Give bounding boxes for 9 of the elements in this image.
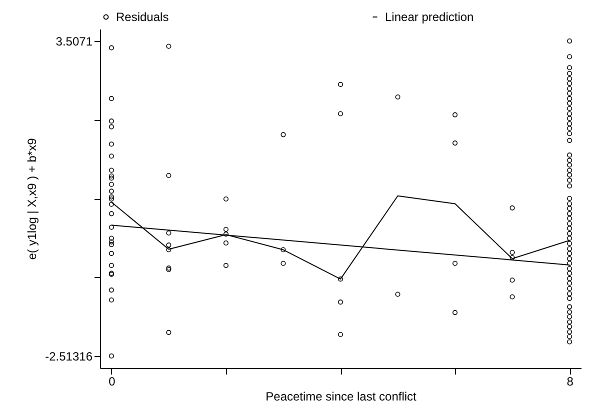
legend-label: Linear prediction xyxy=(385,10,474,24)
x-axis-title: Peacetime since last conflict xyxy=(266,390,418,404)
x-tick-label: 0 xyxy=(108,374,116,388)
line-series xyxy=(110,195,570,280)
y-tick-label: -2.51316 xyxy=(45,350,93,364)
legend-label: Residuals xyxy=(116,10,169,24)
x-tick-label: 8 xyxy=(566,374,574,388)
y-axis-title: e( y1log | X,x9 ) + b*x9 xyxy=(25,138,40,260)
y-tick-label: 3.5071 xyxy=(56,34,93,49)
